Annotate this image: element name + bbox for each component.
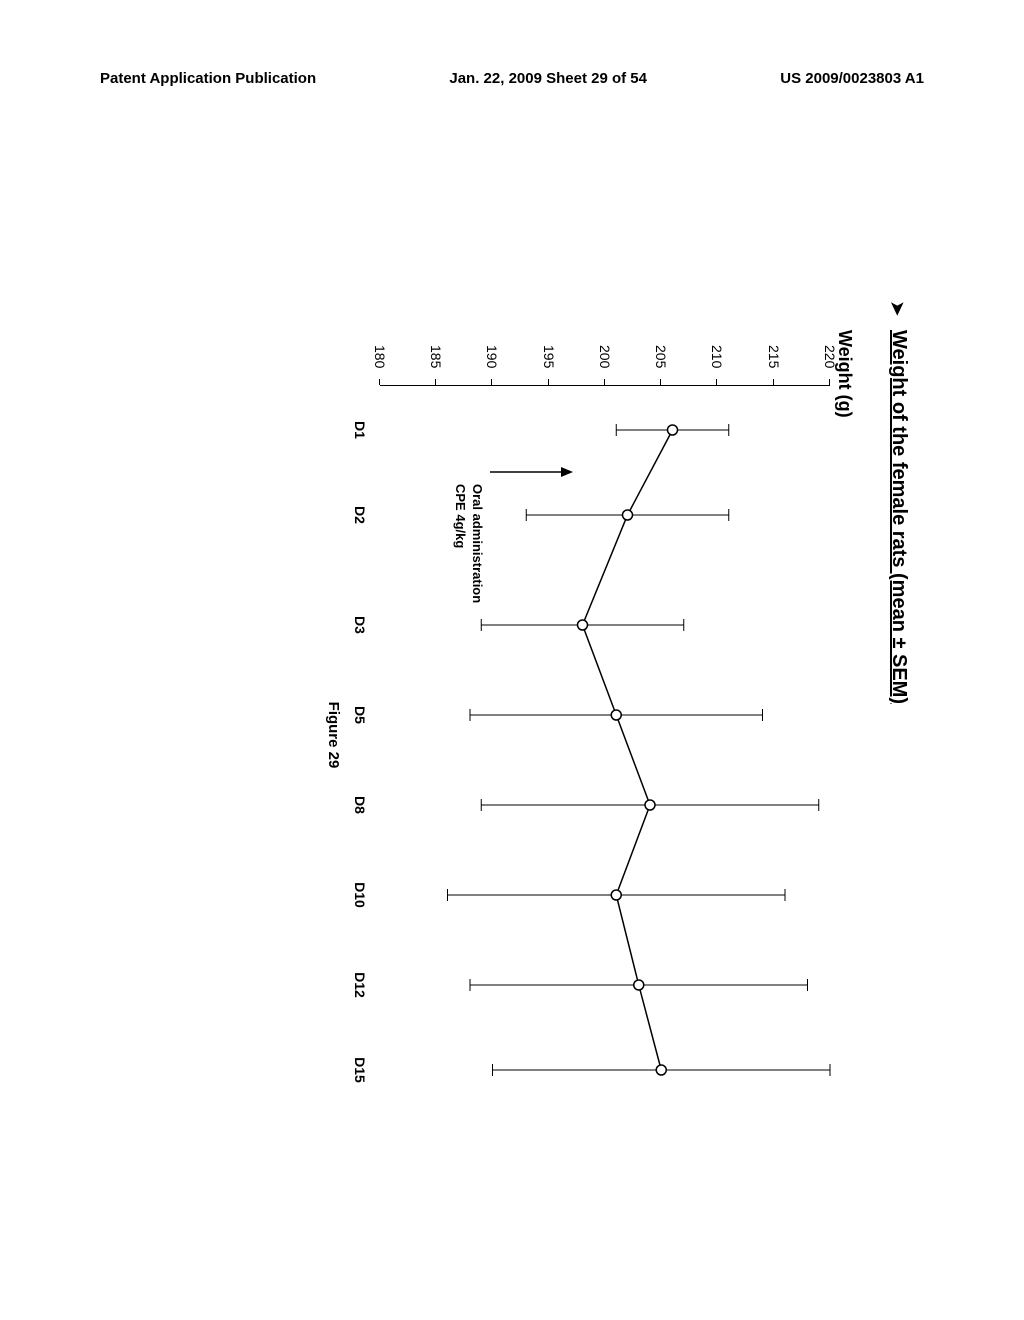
y-tick-label: 195 xyxy=(541,345,557,368)
x-tick-label: D12 xyxy=(352,972,368,998)
treatment-label: Oral administration CPE 4g/kg xyxy=(451,484,485,603)
section-arrow-icon: ➤ xyxy=(885,300,910,317)
x-tick-label: D10 xyxy=(352,882,368,908)
x-tick-label: D15 xyxy=(352,1057,368,1083)
page-header: Patent Application Publication Jan. 22, … xyxy=(0,70,1024,87)
line-chart xyxy=(380,385,830,1085)
header-right: US 2009/0023803 A1 xyxy=(780,70,924,87)
x-tick-label: D8 xyxy=(352,796,368,814)
x-tick-label: D5 xyxy=(352,706,368,724)
y-tick-mark xyxy=(829,379,830,385)
header-left: Patent Application Publication xyxy=(100,70,316,87)
y-tick-label: 220 xyxy=(822,345,838,368)
y-tick-mark xyxy=(492,379,493,385)
y-tick-mark xyxy=(660,379,661,385)
figure-label: Figure 29 xyxy=(325,702,342,769)
y-tick-mark xyxy=(717,379,718,385)
y-tick-label: 200 xyxy=(597,345,613,368)
figure-container: ➤ Weight of the female rats (mean ± SEM)… xyxy=(90,330,910,1050)
x-tick-label: D1 xyxy=(352,421,368,439)
y-tick-mark xyxy=(548,379,549,385)
y-tick-label: 205 xyxy=(653,345,669,368)
header-center: Jan. 22, 2009 Sheet 29 of 54 xyxy=(449,70,647,87)
y-tick-mark xyxy=(604,379,605,385)
y-axis-label: Weight (g) xyxy=(834,330,855,418)
y-tick-label: 190 xyxy=(485,345,501,368)
y-tick-mark xyxy=(435,379,436,385)
y-tick-mark xyxy=(379,379,380,385)
y-tick-label: 180 xyxy=(372,345,388,368)
y-tick-label: 215 xyxy=(766,345,782,368)
treatment-label-line2: CPE 4g/kg xyxy=(451,484,468,603)
x-tick-label: D2 xyxy=(352,506,368,524)
chart-area: 180185190195200205210215220 D1D2D3D5D8D1… xyxy=(380,385,830,1085)
y-tick-label: 185 xyxy=(428,345,444,368)
y-tick-mark xyxy=(773,379,774,385)
section-title: Weight of the female rats (mean ± SEM) xyxy=(887,330,910,704)
x-tick-label: D3 xyxy=(352,616,368,634)
y-tick-label: 210 xyxy=(710,345,726,368)
treatment-label-line1: Oral administration xyxy=(468,484,485,603)
